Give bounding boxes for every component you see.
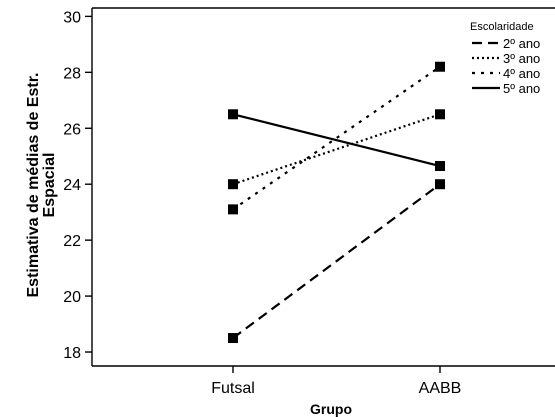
- series-line: [232, 65, 441, 211]
- data-point-marker: [228, 204, 238, 215]
- y-tick-label: 24: [63, 177, 81, 194]
- series-line: [232, 113, 441, 186]
- y-tick-label: 22: [63, 233, 81, 250]
- y-axis-title-line-2: Espacial: [41, 153, 58, 218]
- data-point-marker: [435, 161, 445, 172]
- y-tick-label: 20: [63, 289, 81, 306]
- y-tick-label: 30: [63, 9, 81, 26]
- x-tick-label: AABB: [419, 380, 462, 397]
- y-axis-title-line-1: Estimativa de médias de Estr.: [25, 73, 42, 298]
- legend-label: 3º ano: [503, 51, 540, 66]
- y-tick-label: 28: [63, 65, 81, 82]
- legend-title: Escolaridade: [470, 21, 534, 33]
- data-point-marker: [435, 179, 445, 190]
- x-axis-title: Grupo: [310, 401, 352, 417]
- legend-label: 5º ano: [503, 81, 540, 96]
- x-tick-label: Futsal: [211, 380, 255, 397]
- series-line: [232, 113, 441, 168]
- series-line: [232, 183, 441, 339]
- x-axis: Futsal AABB: [92, 7, 555, 397]
- data-point-marker: [228, 333, 238, 344]
- y-tick-label: 26: [63, 121, 81, 138]
- data-point-marker: [435, 61, 445, 72]
- y-axis: 18 20 22 24 26 28 30: [63, 8, 93, 366]
- legend-label: 2º ano: [503, 36, 540, 51]
- y-tick-label: 18: [63, 345, 81, 362]
- legend-label: 4º ano: [503, 66, 540, 81]
- data-point-marker: [435, 109, 445, 120]
- data-point-marker: [228, 179, 238, 190]
- series-group: [228, 61, 445, 344]
- data-point-marker: [228, 109, 238, 120]
